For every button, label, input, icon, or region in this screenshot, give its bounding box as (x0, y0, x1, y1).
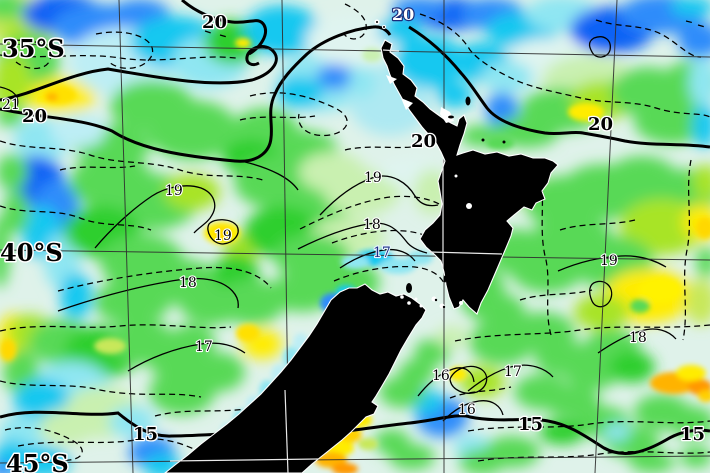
isotherm-label: 16 (432, 368, 450, 384)
island (406, 283, 412, 293)
sound-inlet (400, 295, 404, 299)
bold-contours (0, 0, 710, 455)
landmass (164, 39, 559, 473)
grid-over-land (382, 49, 400, 52)
lake (454, 174, 458, 178)
isotherm-label: 19 (364, 170, 382, 186)
isotherm-label: 20 (392, 5, 414, 24)
isotherm-label: 21 (2, 97, 20, 113)
dashed-contours (0, 3, 710, 462)
gulf-notch (440, 107, 454, 123)
island (448, 115, 454, 119)
offshore-islets (383, 26, 385, 28)
isotherm-label: 17 (373, 245, 391, 261)
north-island (380, 39, 559, 315)
latitude-label: 35°S (2, 34, 65, 63)
isotherm-label: 20 (22, 106, 47, 127)
sound-inlet (407, 301, 411, 305)
harbour-notch (459, 301, 463, 305)
south-island (164, 283, 427, 473)
isotherm-label: 20 (202, 12, 227, 33)
lake (466, 203, 472, 209)
isotherm-label: 15 (133, 424, 158, 445)
isotherm-label: 17 (504, 364, 522, 380)
latitude-label: 40°S (0, 238, 63, 267)
sound-inlet (419, 304, 423, 308)
isotherm-label: 16 (458, 402, 476, 418)
isotherm-label: 19 (165, 183, 183, 199)
coast-details (169, 19, 506, 473)
sound-inlet (414, 297, 418, 301)
thin-contours (0, 36, 677, 422)
isotherm-label: 20 (588, 114, 613, 135)
harbour-notch (401, 98, 413, 110)
isotherm-label: 18 (179, 275, 197, 291)
map-labels: 35°S40°S45°S20 20212020201919191918181817… (0, 4, 706, 473)
isotherm-label: 19 (600, 253, 618, 269)
isotherm-label: 18 (363, 217, 381, 233)
island (443, 275, 447, 283)
harbour-notch (386, 75, 397, 84)
offshore-islets (376, 21, 378, 23)
grid-over-land (429, 251, 503, 255)
isotherm-label: 19 (214, 228, 232, 244)
isotherm-label: 15 (680, 424, 705, 445)
latitude-label: 45°S (6, 449, 69, 473)
isotherm-label: 20 (411, 131, 436, 152)
grid-over-land (169, 458, 319, 462)
island (465, 96, 471, 106)
isotherm-label: 15 (518, 414, 543, 435)
isotherm-label: 18 (629, 330, 647, 346)
island (481, 138, 485, 142)
strait-islet (442, 305, 446, 309)
isotherm-label: 17 (195, 339, 213, 355)
strait-islet (434, 298, 438, 302)
island (502, 140, 506, 144)
